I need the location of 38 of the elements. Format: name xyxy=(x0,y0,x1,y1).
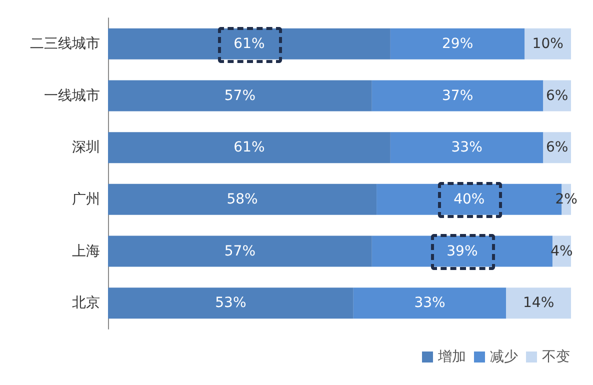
data-label: 33% xyxy=(414,295,446,312)
legend-label: 减少 xyxy=(490,349,518,365)
legend-label: 增加 xyxy=(437,349,466,365)
y-tick-label: 二三线城市 xyxy=(30,36,100,52)
data-label: 14% xyxy=(523,295,554,312)
data-label: 33% xyxy=(451,140,482,156)
bar xyxy=(108,184,377,215)
data-label: 61% xyxy=(234,140,265,156)
data-label: 6% xyxy=(546,140,568,156)
bar xyxy=(108,28,390,60)
y-tick-label: 广州 xyxy=(72,191,100,208)
data-label: 57% xyxy=(224,243,256,260)
bar xyxy=(108,132,390,164)
bar xyxy=(524,28,571,60)
bar xyxy=(390,28,525,60)
legend-label: 不变 xyxy=(542,349,570,365)
y-tick-label: 上海 xyxy=(72,243,100,260)
data-label: 40% xyxy=(454,191,485,208)
bar xyxy=(390,132,544,164)
bar xyxy=(108,288,354,319)
data-label: 29% xyxy=(442,36,474,52)
bar xyxy=(506,288,571,319)
data-label: 57% xyxy=(224,88,256,104)
y-tick-label: 深圳 xyxy=(72,140,100,156)
data-label: 37% xyxy=(442,88,474,104)
bar xyxy=(108,236,372,267)
data-label: 10% xyxy=(532,36,564,52)
y-tick-label: 一线城市 xyxy=(44,88,100,104)
bar xyxy=(108,80,372,112)
data-label: 6% xyxy=(546,88,568,104)
data-label: 39% xyxy=(446,243,478,260)
y-tick-label: 北京 xyxy=(72,295,100,312)
data-label: 61% xyxy=(234,36,265,52)
data-label: 53% xyxy=(215,295,246,312)
bar xyxy=(372,80,544,112)
bar xyxy=(353,288,506,319)
bar xyxy=(372,236,552,267)
data-label: 58% xyxy=(226,191,258,208)
